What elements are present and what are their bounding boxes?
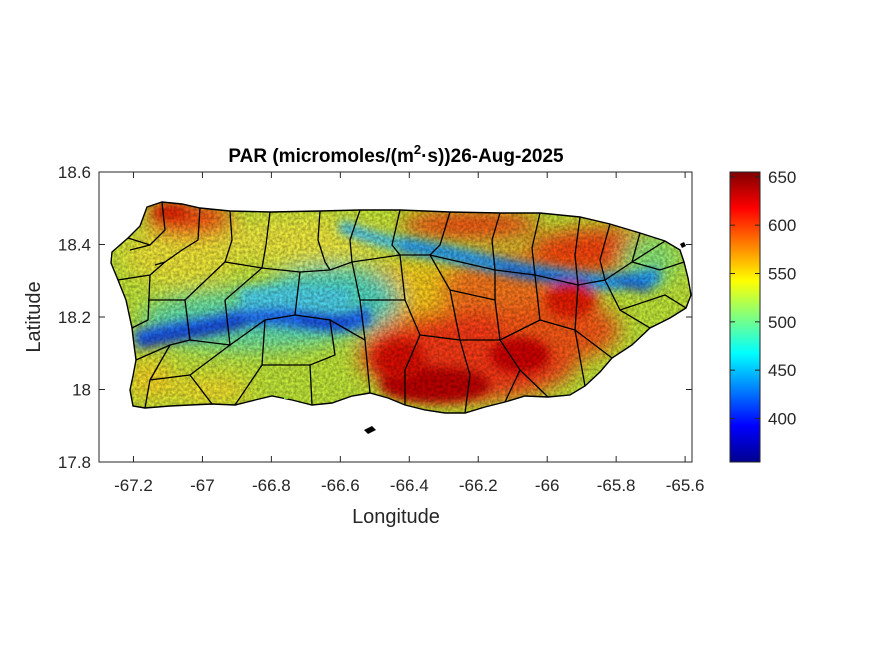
colorbar-tick-label: 600 — [768, 216, 796, 235]
y-axis-label: Latitude — [23, 281, 45, 352]
y-tick-label: 18.6 — [58, 163, 91, 182]
x-axis-ticks: -67.2 -67 -66.8 -66.6 -66.4 -66.2 -66 -65.8 -65.… — [114, 172, 704, 495]
y-tick-label: 18.4 — [58, 236, 91, 255]
x-tick-label: -67.2 — [114, 476, 153, 495]
title-rest: ·s))26-Aug-2025 — [421, 146, 564, 167]
x-tick-label: -65.8 — [597, 476, 636, 495]
x-tick-label: -66.4 — [390, 476, 429, 495]
par-raster — [111, 202, 691, 413]
small-islet — [284, 396, 288, 399]
x-tick-label: -67 — [190, 476, 215, 495]
municipality-boundaries — [117, 202, 687, 413]
x-tick-label: -66.6 — [321, 476, 360, 495]
colorbar-tick-label: 500 — [768, 313, 796, 332]
map-axes: -67.2 -67 -66.8 -66.6 -66.4 -66.2 -66 -65.8 -65.… — [58, 163, 705, 495]
y-tick-label: 18 — [72, 381, 91, 400]
east-islet — [680, 242, 686, 248]
colorbar-gradient — [729, 171, 761, 463]
y-tick-label: 17.8 — [58, 453, 91, 472]
colorbar-tick-label: 400 — [768, 410, 796, 429]
x-axis-label: Longitude — [352, 506, 440, 528]
colorbar-tick-label: 650 — [768, 168, 796, 187]
y-axis-ticks: 17.8 18 18.2 18.4 18.6 — [58, 163, 692, 472]
title-main: PAR (micromoles/(m — [228, 146, 413, 167]
colorbar-tick-label: 450 — [768, 361, 796, 380]
x-tick-label: -65.6 — [666, 476, 705, 495]
chart-title: PAR (micromoles/(m2·s))26-Aug-2025 — [228, 142, 564, 167]
colorbar-tick-label: 550 — [768, 265, 796, 284]
colorbar-ticks: 400 450 500 550 600 650 — [730, 168, 796, 429]
x-tick-label: -66.8 — [252, 476, 291, 495]
caja-de-muertos-island — [364, 426, 376, 434]
colorbar: 400 450 500 550 600 650 — [729, 168, 796, 463]
y-tick-label: 18.2 — [58, 308, 91, 327]
x-tick-label: -66 — [535, 476, 560, 495]
title-superscript: 2 — [414, 142, 421, 157]
x-tick-label: -66.2 — [459, 476, 498, 495]
